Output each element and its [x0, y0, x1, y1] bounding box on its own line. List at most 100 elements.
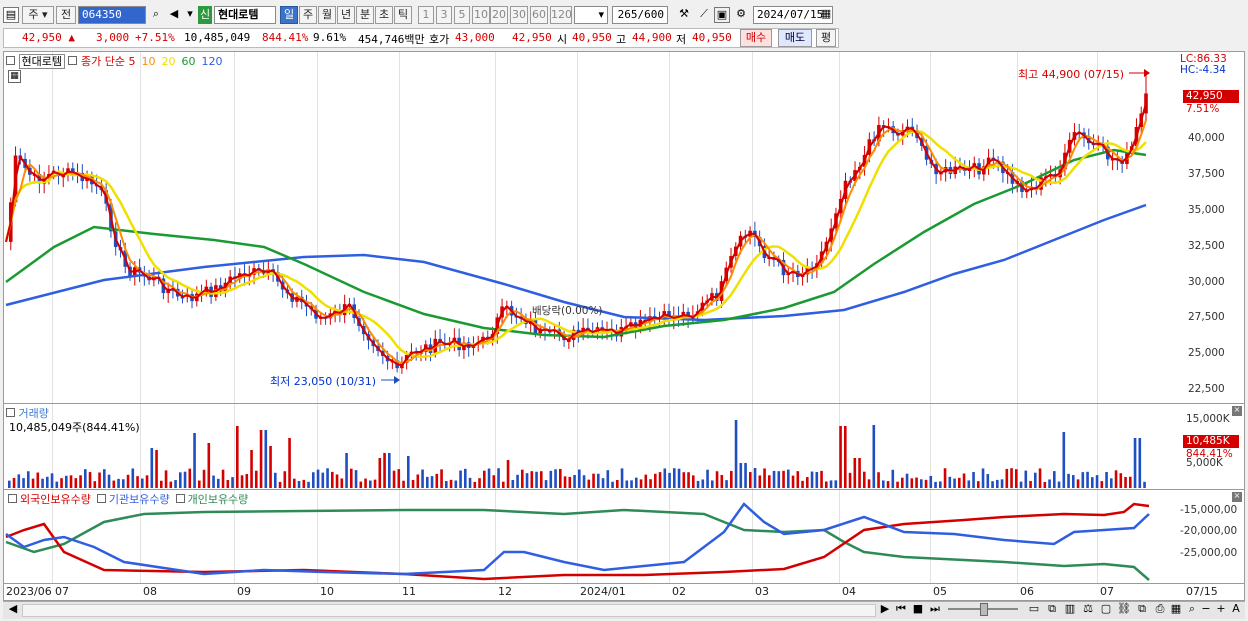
volume-bar	[416, 474, 420, 488]
volume-bar	[639, 479, 643, 488]
minute-tab-7[interactable]: 120	[550, 6, 572, 24]
print-icon[interactable]: ⎙	[1155, 602, 1165, 615]
last-page-icon[interactable]: ⏭	[930, 602, 940, 615]
calendar-icon[interactable]: ▦	[820, 7, 832, 20]
zoom-in-icon[interactable]: +	[1216, 602, 1226, 615]
minute-tab-6[interactable]: 60	[530, 6, 548, 24]
volume-bar	[934, 481, 937, 488]
volume-bar	[1133, 438, 1137, 488]
copy-icon[interactable]: ⧉	[1138, 602, 1146, 615]
scroll-left-icon[interactable]: ◀	[8, 602, 18, 615]
period-tab-3[interactable]: 년	[337, 6, 355, 24]
volume-bar	[74, 478, 78, 488]
buy-button[interactable]: 매수	[740, 29, 772, 47]
volume-bar	[107, 474, 111, 488]
price-tick-6: 25,000	[1188, 347, 1225, 359]
zoom-slider-thumb[interactable]	[980, 603, 988, 616]
scroll-right-icon[interactable]: ▶	[880, 602, 890, 615]
quote-bar	[3, 28, 839, 48]
volume-bar	[364, 478, 367, 488]
link-icon[interactable]: ⛓	[1117, 602, 1131, 615]
search-icon[interactable]: ⌕	[152, 7, 160, 20]
window-icon[interactable]: ▢	[1100, 602, 1112, 615]
period-tab-6[interactable]: 틱	[394, 6, 412, 24]
minute-tab-4[interactable]: 20	[490, 6, 508, 24]
grid-line	[52, 52, 53, 583]
volume-bar	[236, 426, 239, 488]
volume-bar	[801, 480, 804, 488]
sell-button[interactable]: 매도	[778, 29, 812, 47]
volume-value: 10,485,049	[184, 31, 251, 44]
volume-bar	[1000, 479, 1004, 488]
x-tick-2: 08	[143, 585, 157, 598]
layout-icon[interactable]: ▭	[1028, 602, 1040, 615]
scroll-track[interactable]	[22, 604, 876, 617]
volume-bar	[872, 425, 876, 488]
period-tab-2[interactable]: 월	[318, 6, 336, 24]
chart-menu-icon[interactable]: ▤	[3, 7, 19, 23]
image-icon[interactable]: ▦	[1170, 602, 1182, 615]
volume-bar	[806, 477, 809, 488]
grid-toggle-icon[interactable]: ▦	[8, 70, 21, 83]
balance-icon[interactable]: ⚖	[1083, 602, 1093, 615]
volume-bar	[255, 470, 258, 488]
minute-tab-1[interactable]: 3	[436, 6, 452, 24]
volume-bar	[882, 480, 885, 488]
panel-close-icon[interactable]: ×	[1232, 405, 1242, 416]
volume-bar	[27, 471, 30, 488]
zoom-out-icon[interactable]: −	[1201, 602, 1211, 615]
minute-tab-5[interactable]: 30	[510, 6, 528, 24]
volume-bar	[720, 475, 724, 488]
date-field[interactable]: 2024/07/15	[753, 6, 833, 24]
volume-bar	[478, 478, 481, 488]
volume-speaker-icon[interactable]: ◀	[169, 7, 179, 20]
volume-bar	[658, 472, 662, 488]
holder-panel-close-icon[interactable]: ×	[1232, 491, 1242, 502]
volume-bar	[616, 479, 619, 488]
period-tab-1[interactable]: 주	[299, 6, 317, 24]
volume-bar	[1010, 468, 1013, 488]
compare-chart-icon[interactable]: ⟋	[700, 7, 708, 20]
volume-bar	[620, 468, 624, 488]
holder-series-2: 개인보유수량	[187, 493, 249, 506]
hoga-value: 43,000	[455, 31, 495, 44]
prev-button[interactable]: 전	[56, 6, 76, 24]
stock-code-input[interactable]: 064350	[78, 6, 146, 24]
holder-series-1: 기관보유수량	[108, 493, 170, 506]
period-tab-5[interactable]: 초	[375, 6, 393, 24]
minute-tab-2[interactable]: 5	[454, 6, 470, 24]
market-select[interactable]: 주 ▾	[22, 6, 54, 24]
minute-tab-0[interactable]: 1	[418, 6, 434, 24]
volume-bar	[312, 472, 315, 488]
volume-bar	[388, 453, 391, 488]
ma120-line	[5, 203, 1147, 322]
minute-tab-3[interactable]: 10	[472, 6, 490, 24]
stock-name-field[interactable]: 현대로템	[214, 6, 276, 24]
bar-chart-icon[interactable]: ▥	[1064, 602, 1076, 615]
eval-button[interactable]: 평	[816, 29, 836, 47]
period-tab-0[interactable]: 일	[280, 6, 298, 24]
high-price: 44,900	[632, 31, 672, 44]
chevron-down-icon[interactable]: ▾	[187, 7, 193, 20]
count-field[interactable]: 265/600	[612, 6, 668, 24]
interval-dropdown[interactable]: ▾	[574, 6, 608, 24]
save-icon[interactable]: ▣	[714, 7, 730, 23]
stop-icon[interactable]: ■	[912, 602, 924, 615]
volume-bar	[701, 479, 705, 488]
volume-bar	[473, 481, 477, 488]
chart-tool-icon[interactable]: ⚒	[679, 7, 689, 20]
first-page-icon[interactable]: ⏮	[896, 602, 906, 615]
volume-bar	[606, 470, 610, 488]
period-tab-4[interactable]: 분	[356, 6, 374, 24]
gear-icon[interactable]: ⚙	[736, 7, 746, 20]
volume-bar	[193, 433, 196, 488]
open-price: 40,950	[572, 31, 612, 44]
multi-chart-icon[interactable]: ⧉	[1048, 602, 1056, 615]
font-size-icon[interactable]: A	[1232, 602, 1240, 615]
volume-bar	[250, 450, 253, 488]
volume-bar	[88, 472, 92, 488]
volume-bar	[939, 481, 942, 488]
volume-bar	[50, 473, 54, 488]
volume-bar	[421, 469, 424, 488]
search-zoom-icon[interactable]: ⌕	[1188, 602, 1196, 615]
